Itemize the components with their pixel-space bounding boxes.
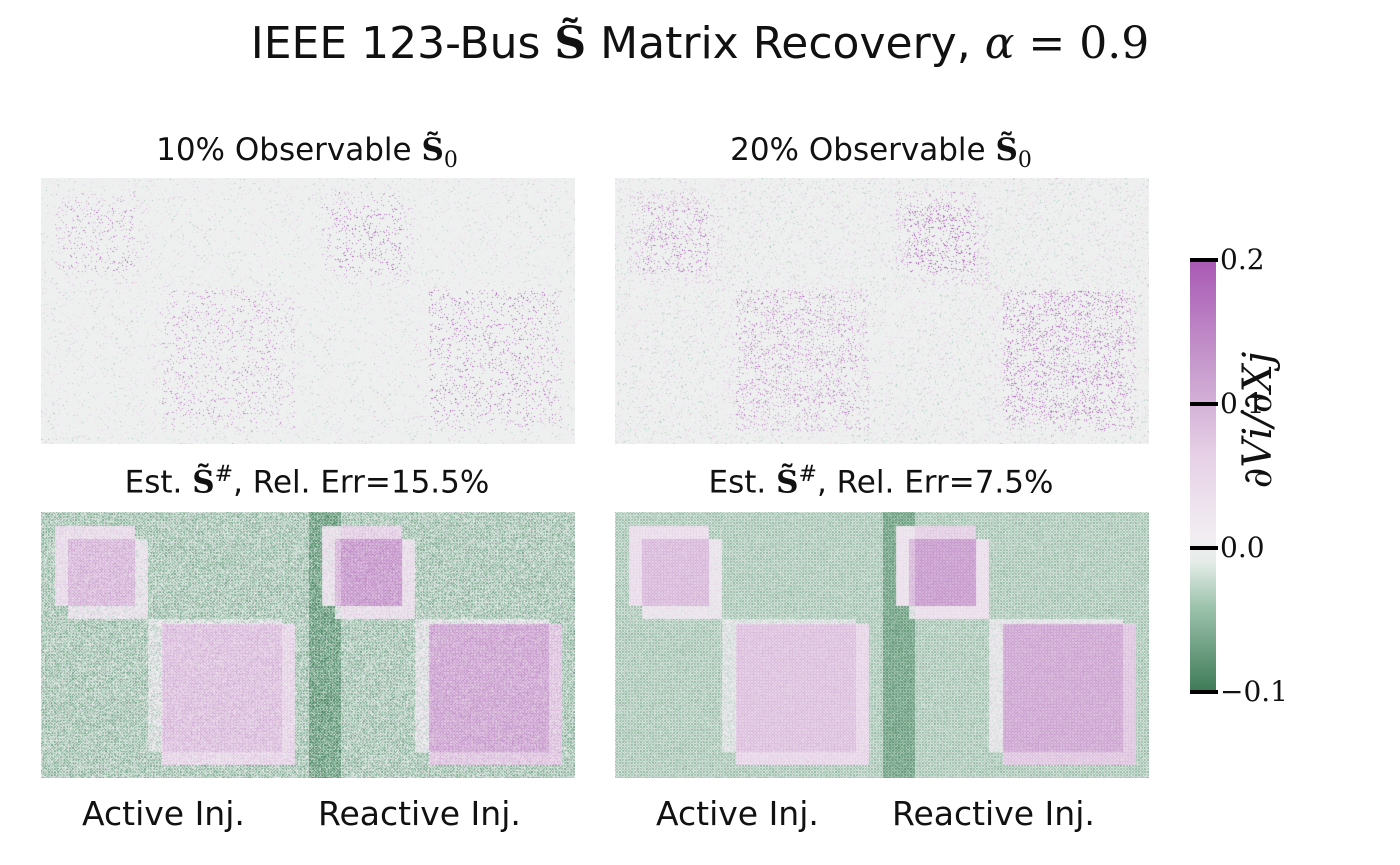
colorbar-ticklabel-0-2: 0.2	[1220, 243, 1265, 276]
heatmap-estimate-7-5pct	[615, 512, 1149, 778]
colorbar-ticklabel-0-1: 0.1	[1220, 387, 1265, 420]
panel-title-symbol: S̃	[192, 464, 215, 501]
xlabel-reactive-left: Reactive Inj.	[318, 794, 521, 833]
title-alpha: α	[984, 18, 1015, 69]
panel-title-prefix: Est.	[708, 464, 777, 501]
panel-title-symbol: S̃	[776, 464, 799, 501]
panel-title-error: , Rel. Err=15.5%	[233, 464, 490, 501]
panel-title-symbol: S̃	[421, 132, 444, 168]
title-middle: Matrix Recovery,	[586, 18, 985, 69]
panel-title-superscript: #	[798, 462, 817, 487]
panel-title-text: 10% Observable	[156, 132, 422, 168]
colorbar-ticklabel-neg-0-1: −0.1	[1220, 675, 1288, 708]
panel-title-symbol: S̃	[995, 132, 1018, 168]
panel-title-bottom-left: Est. S̃#, Rel. Err=15.5%	[40, 462, 574, 500]
xlabel-active-left: Active Inj.	[82, 794, 245, 833]
colorbar-tick-0-2	[1190, 258, 1218, 262]
colorbar	[1190, 260, 1216, 692]
panel-title-error: , Rel. Err=7.5%	[816, 464, 1054, 501]
title-symbol: S̃	[554, 18, 587, 69]
panel-title-subscript: 0	[1017, 148, 1032, 174]
colorbar-tick-0-1	[1190, 402, 1218, 406]
xlabel-active-right: Active Inj.	[656, 794, 819, 833]
heatmap-estimate-15-5pct	[41, 512, 575, 778]
panel-title-subscript: 0	[443, 148, 458, 174]
title-alpha-value: = 0.9	[1014, 18, 1150, 69]
heatmap-observed-20pct	[615, 178, 1149, 444]
xlabel-reactive-right: Reactive Inj.	[892, 794, 1095, 833]
colorbar-ticklabel-0-0: 0.0	[1220, 531, 1265, 564]
figure-title: IEEE 123-Bus S̃ Matrix Recovery, α = 0.9	[0, 18, 1400, 69]
title-prefix: IEEE 123-Bus	[250, 18, 555, 69]
panel-title-top-left: 10% Observable S̃0	[40, 132, 574, 173]
panel-title-top-right: 20% Observable S̃0	[614, 132, 1148, 173]
colorbar-label: ∂Vi/∂Xj	[1235, 351, 1281, 489]
panel-title-superscript: #	[214, 462, 234, 487]
heatmap-observed-10pct	[41, 178, 575, 444]
colorbar-tick-neg-0-1	[1190, 690, 1218, 694]
panel-title-bottom-right: Est. S̃#, Rel. Err=7.5%	[614, 462, 1148, 500]
colorbar-tick-0-0	[1190, 546, 1218, 550]
panel-title-text: 20% Observable	[730, 132, 996, 168]
panel-title-prefix: Est.	[124, 464, 193, 501]
